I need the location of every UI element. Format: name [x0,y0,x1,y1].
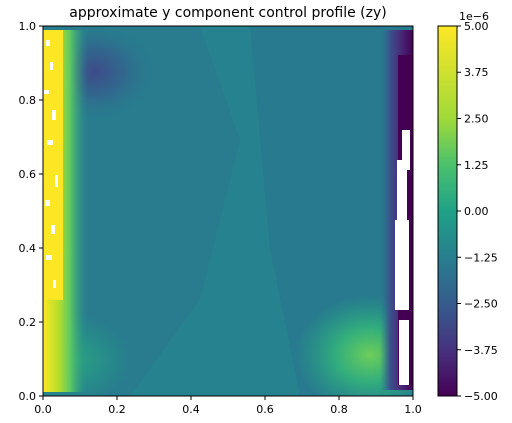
y-tick-label: 1.0 [19,20,37,33]
cbar-tick-7: −3.75 [457,344,498,357]
colorbar: 1e−6 5.00 3.75 2.50 1.25 0.00 −1.25 −2.5… [437,10,498,403]
left-saturated-strip [43,30,63,300]
x-tick-label: 0.4 [182,403,200,416]
x-tick-1: 0.2 [108,396,126,416]
colorbar-offset-text: 1e−6 [459,10,489,23]
y-tick-label: 0.0 [19,390,37,403]
right-clipped-pixels [395,130,410,385]
colorbar-tick-label: −1.25 [464,251,498,264]
colorbar-tick-label: −5.00 [464,390,498,403]
x-tick-label: 0.0 [34,403,52,416]
y-tick-label: 0.6 [19,168,37,181]
x-tick-3: 0.6 [256,396,274,416]
colorbar-gradient [437,25,458,397]
x-tick-label: 0.6 [256,403,274,416]
y-tick-label: 0.8 [19,94,37,107]
y-tick-label: 0.4 [19,242,37,255]
cbar-tick-5: −1.25 [457,251,498,264]
y-tick-2: 0.4 [19,242,43,255]
y-tick-label: 0.2 [19,316,37,329]
colorbar-tick-label: 1.25 [464,159,489,172]
x-tick-label: 1.0 [404,403,422,416]
x-tick-4: 0.8 [330,396,348,416]
plot-area [43,26,413,396]
y-tick-3: 0.6 [19,168,43,181]
colorbar-tick-label: −3.75 [464,344,498,357]
y-tick-1: 0.2 [19,316,43,329]
cbar-tick-3: 1.25 [457,159,489,172]
y-tick-5: 1.0 [19,20,43,33]
plot-frame [42,25,414,397]
x-tick-label: 0.8 [330,403,348,416]
y-tick-0: 0.0 [19,390,43,403]
x-axis: 0.0 0.2 0.4 0.6 0.8 1.0 [34,396,422,416]
y-tick-4: 0.8 [19,94,43,107]
cbar-tick-4: 0.00 [457,205,489,218]
cbar-tick-0: 5.00 [457,20,489,33]
y-axis: 0.0 0.2 0.4 0.6 0.8 1.0 [19,20,43,403]
x-tick-label: 0.2 [108,403,126,416]
cbar-tick-2: 2.50 [457,113,489,126]
colorbar-tick-label: 0.00 [464,205,489,218]
x-tick-0: 0.0 [34,396,52,416]
colorbar-tick-label: −2.50 [464,298,498,311]
cbar-tick-6: −2.50 [457,298,498,311]
cbar-tick-8: −5.00 [457,390,498,403]
high-blob [295,295,413,396]
colorbar-tick-label: 5.00 [464,20,489,33]
x-tick-5: 1.0 [404,396,422,416]
colorbar-tick-label: 3.75 [464,66,489,79]
chart-title: approximate y component control profile … [69,5,386,21]
left-clipped-pixels [44,40,58,288]
x-tick-2: 0.4 [182,396,200,416]
cbar-tick-1: 3.75 [457,66,489,79]
colorbar-tick-label: 2.50 [464,113,489,126]
